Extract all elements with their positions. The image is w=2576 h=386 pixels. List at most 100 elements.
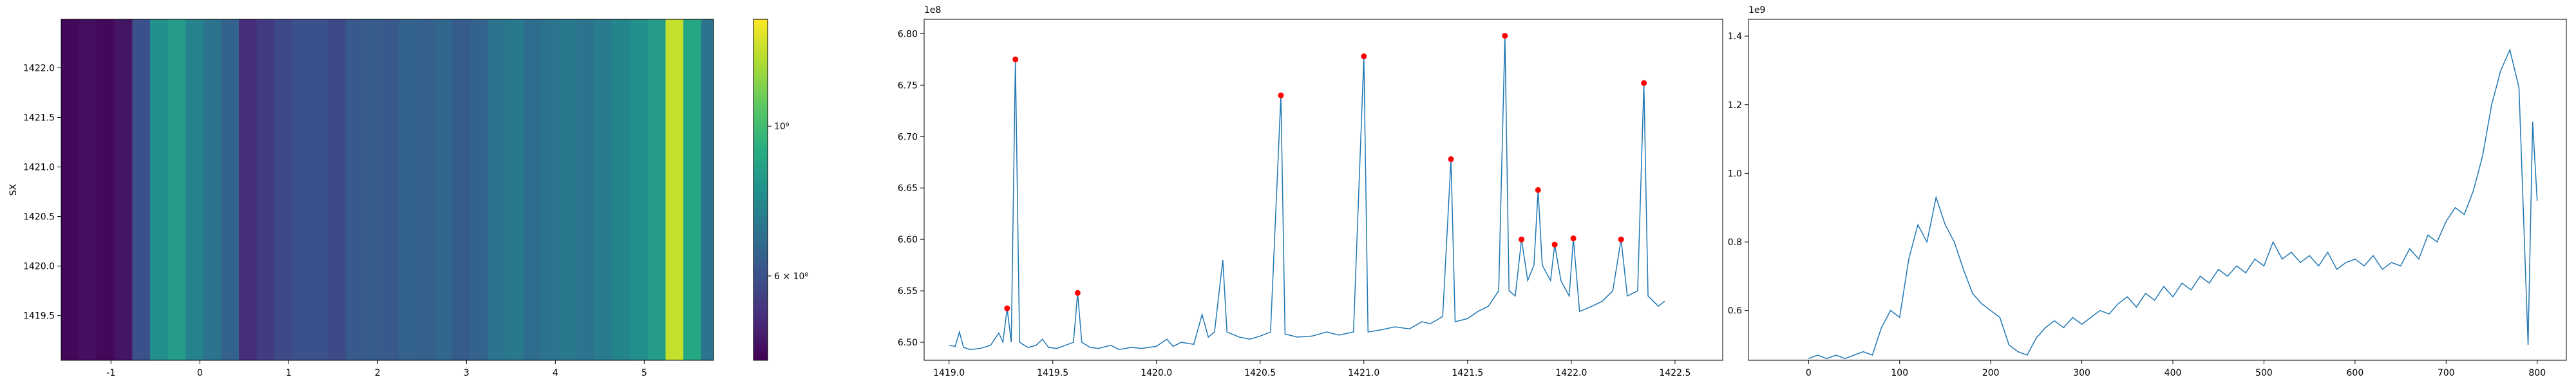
peak-marker xyxy=(1448,156,1454,162)
y-tick-label: 6.60 xyxy=(898,235,918,245)
peak-marker xyxy=(1519,236,1525,243)
peak-marker xyxy=(1074,290,1081,296)
offset-label: 1e9 xyxy=(1748,5,1765,15)
colorbar-tick-label: 6 × 10⁸ xyxy=(774,271,808,282)
peak-marker xyxy=(1618,236,1624,243)
heatmap-column xyxy=(150,19,169,360)
heatmap-column xyxy=(683,19,702,360)
heatmap-column xyxy=(345,19,364,360)
peak-marker xyxy=(1535,187,1541,193)
x-tick-label: 2 xyxy=(375,368,381,378)
heatmap-column xyxy=(701,19,714,360)
x-tick-label: 1422.5 xyxy=(1659,368,1690,378)
heatmap-column xyxy=(576,19,595,360)
axes-frame xyxy=(923,19,1723,361)
heatmap-column xyxy=(417,19,435,360)
x-tick-label: 600 xyxy=(2347,368,2364,378)
x-tick-label: 3 xyxy=(464,368,469,378)
data-line xyxy=(949,35,1665,350)
colorbar-tick-label: 10⁹ xyxy=(774,122,790,132)
y-tick-label: 1419.5 xyxy=(23,311,55,322)
y-tick-label: 0.8 xyxy=(1728,237,1742,248)
x-tick-label: 300 xyxy=(2073,368,2090,378)
heatmap-column xyxy=(399,19,417,360)
y-tick-label: 6.70 xyxy=(898,132,918,142)
y-tick-label: 6.75 xyxy=(898,80,918,91)
x-tick-label: 1419.0 xyxy=(933,368,965,378)
y-tick-label: 6.55 xyxy=(898,286,918,297)
x-tick-label: 200 xyxy=(1982,368,2000,378)
x-tick-label: 4 xyxy=(553,368,558,378)
heatmap-column xyxy=(79,19,97,360)
heatmap-column xyxy=(114,19,133,360)
x-tick-label: 0 xyxy=(1806,368,1812,378)
y-tick-label: 1420.0 xyxy=(23,262,55,272)
y-tick-label: 1421.5 xyxy=(23,113,55,124)
heatmap-column xyxy=(310,19,328,360)
offset-label: 1e8 xyxy=(924,5,941,15)
x-tick-label: 1 xyxy=(286,368,292,378)
colorbar xyxy=(753,19,768,361)
heatmap-column xyxy=(630,19,649,360)
y-tick-label: 6.50 xyxy=(898,338,918,348)
y-tick-label: 1.0 xyxy=(1728,169,1742,179)
y-tick-label: 6.80 xyxy=(898,29,918,39)
x-tick-label: -1 xyxy=(106,368,115,378)
axes-frame xyxy=(61,19,714,361)
axes-frame xyxy=(1748,19,2567,361)
heatmap-column xyxy=(469,19,488,360)
heatmap-column xyxy=(239,19,258,360)
peak-marker xyxy=(1551,241,1558,248)
peak-marker xyxy=(1004,305,1010,311)
heatmap-column xyxy=(167,19,186,360)
heatmap-column xyxy=(132,19,151,360)
y-axis-label: SX xyxy=(8,183,19,196)
heatmap-column xyxy=(647,19,666,360)
heatmap-column xyxy=(506,19,524,360)
heatmap-column xyxy=(523,19,542,360)
heatmap-column xyxy=(452,19,471,360)
heatmap-column xyxy=(558,19,577,360)
x-tick-label: 700 xyxy=(2438,368,2455,378)
x-tick-label: 5 xyxy=(641,368,647,378)
heatmap-column xyxy=(274,19,293,360)
x-tick-label: 1421.5 xyxy=(1452,368,1483,378)
heatmap-column xyxy=(612,19,630,360)
peak-marker xyxy=(1570,235,1577,242)
heatmap-column xyxy=(363,19,382,360)
y-tick-label: 1.2 xyxy=(1728,100,1742,111)
heatmap-column xyxy=(256,19,275,360)
x-tick-label: 1421.0 xyxy=(1348,368,1379,378)
heatmap-column xyxy=(221,19,240,360)
data-line xyxy=(1808,48,2538,360)
heatmap-column xyxy=(185,19,204,360)
x-tick-label: 1420.5 xyxy=(1244,368,1276,378)
y-tick-label: 1420.5 xyxy=(23,212,55,223)
heatmap-column xyxy=(292,19,310,360)
peak-marker xyxy=(1502,33,1508,39)
heatmap-column xyxy=(488,19,506,360)
peak-marker xyxy=(1641,80,1647,86)
heatmap-column xyxy=(381,19,399,360)
x-tick-label: 400 xyxy=(2164,368,2182,378)
x-tick-label: 100 xyxy=(1891,368,1908,378)
heatmap-column xyxy=(541,19,560,360)
x-tick-label: 1422.0 xyxy=(1555,368,1587,378)
y-tick-label: 1422.0 xyxy=(23,63,55,73)
peak-marker xyxy=(1278,92,1284,98)
peak-marker xyxy=(1361,53,1367,60)
heatmap-column xyxy=(61,19,80,360)
x-tick-label: 1419.5 xyxy=(1037,368,1068,378)
peak-marker xyxy=(1012,56,1019,62)
heatmap-column xyxy=(665,19,684,360)
x-tick-label: 500 xyxy=(2255,368,2273,378)
x-tick-label: 800 xyxy=(2528,368,2546,378)
y-tick-label: 1.4 xyxy=(1728,32,1742,42)
heatmap-column xyxy=(328,19,346,360)
y-tick-label: 0.6 xyxy=(1728,306,1742,317)
y-tick-label: 1421.0 xyxy=(23,163,55,173)
heatmap-column xyxy=(594,19,613,360)
x-tick-label: 1420.0 xyxy=(1141,368,1172,378)
heatmap-column xyxy=(203,19,222,360)
